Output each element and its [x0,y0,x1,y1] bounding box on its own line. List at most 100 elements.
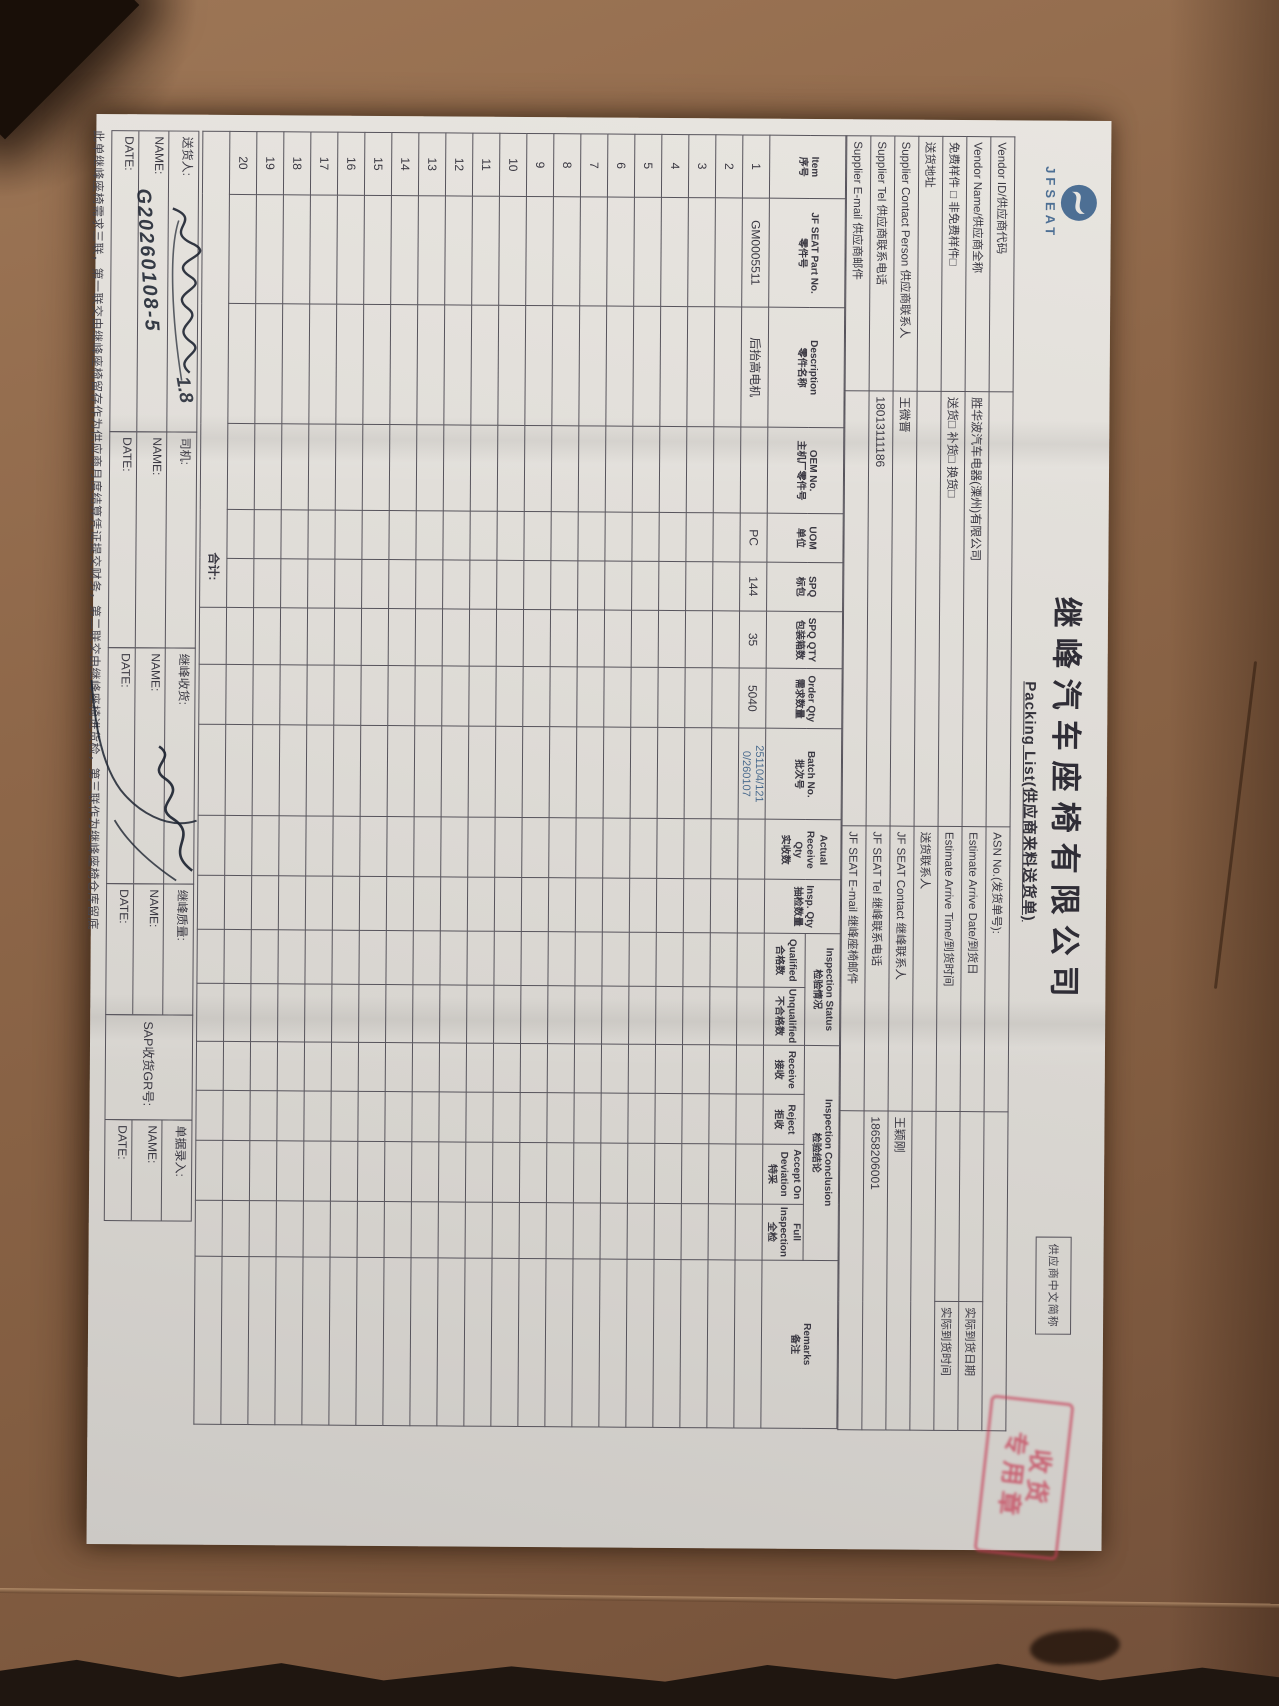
table-cell [390,304,419,425]
table-cell [465,1142,494,1203]
table-cell [682,1093,710,1144]
table-cell [682,1044,711,1095]
table-cell [630,727,659,819]
table-cell [688,197,716,308]
table-cell [307,607,336,666]
table-cell [605,512,633,562]
table-cell [492,1202,520,1259]
table-cell [629,932,657,987]
table-cell [277,1041,306,1092]
column-group-header: Inspection Conclusion 检验结论 [803,1045,840,1261]
table-cell [734,1259,763,1429]
table-cell [627,1143,656,1204]
table-cell [198,724,227,816]
table-cell [411,1141,440,1202]
table-cell [441,817,469,878]
table-cell [472,195,500,306]
table-cell [253,664,281,725]
table-cell [521,877,550,932]
row-number-cell: 16 [337,132,366,196]
header-value [958,1111,985,1302]
table-cell [196,1040,225,1091]
header-label: Supplier E-mail 供应商邮件 [845,135,871,391]
row-number-cell: 20 [229,131,258,195]
table-cell [578,560,606,610]
header-value [909,1111,937,1431]
table-cell [687,306,716,427]
table-cell: GM0005511 [742,197,770,308]
table-cell [630,818,658,879]
table-cell [438,1201,466,1258]
table-cell [356,1256,385,1426]
row-number-cell: 4 [661,134,690,198]
row-number-cell: 10 [499,133,528,197]
table-cell [250,1041,279,1092]
table-cell [656,986,684,1045]
table-cell [307,665,335,726]
table-cell [308,510,336,560]
table-cell [442,608,471,667]
table-cell [547,1043,576,1094]
table-cell [361,665,389,726]
table-cell [413,930,441,985]
table-cell [305,876,334,931]
table-cell [251,875,280,930]
table-cell [519,1142,548,1203]
signature-section: SAP收货GR号: [104,1014,194,1121]
signature-section-label: 单据录入: [161,1120,192,1221]
table-cell [256,194,284,305]
table-cell [332,876,361,931]
document-title-row: JFSEAT 继峰汽车座椅有限公司 Packing List(供应商来料送货单)… [973,136,1101,1561]
table-cell [466,1042,495,1093]
table-cell [572,1258,601,1428]
table-cell [276,1140,305,1201]
column-header: Receive 接收 [763,1044,805,1095]
table-cell [389,510,417,560]
table-cell [195,1140,224,1201]
table-cell [333,816,361,877]
table-cell [223,1090,251,1141]
table-cell [389,559,417,609]
header-value [837,1110,865,1430]
table-cell [336,304,365,425]
header-value: 送货□ 补货□ 换货□ [938,391,966,827]
table-cell [228,303,257,424]
table-cell [521,931,549,986]
column-header: Insp. Qty 抽检数量 [764,879,841,934]
table-cell [551,511,579,561]
signature-date-line: DATE: [117,889,132,924]
table-cell [222,1140,251,1201]
column-header: Accept On Deviation 特采 [762,1144,804,1205]
table-cell [520,1092,548,1143]
row-number-cell: 13 [418,132,447,196]
table-cell [359,984,387,1043]
table-cell [713,561,741,611]
table-cell [196,1090,224,1141]
column-header: Batch No. 批次号 [765,728,842,821]
table-cell [631,609,660,668]
signature-section: 送货人: NAME: DATE: [109,130,200,433]
table-cell [629,878,658,933]
cardboard-crease [0,1587,1279,1610]
signature-section-label: 继峰收货: [163,648,196,884]
table-cell [683,878,712,933]
header-value: 18658206001 [861,1110,889,1431]
table-cell: 后抬高电机 [741,307,770,428]
table-cell [199,606,228,665]
table-cell [221,1255,250,1425]
table-cell [440,877,469,932]
table-cell [628,1093,656,1144]
table-cell [578,425,607,513]
table-cell [412,1042,441,1093]
table-cell [443,511,471,560]
signature-name-line: NAME: [135,432,167,648]
table-cell [440,984,468,1043]
table-cell [418,195,446,306]
table-cell [520,1043,549,1093]
table-cell: 251104/121 0/260107 [738,728,767,820]
batch-no-line: 0/260107 [740,750,753,797]
table-cell [308,558,336,608]
column-header: OEM No. 主机厂零件号 [767,427,844,514]
table-cell [227,558,255,608]
table-cell [495,817,523,878]
